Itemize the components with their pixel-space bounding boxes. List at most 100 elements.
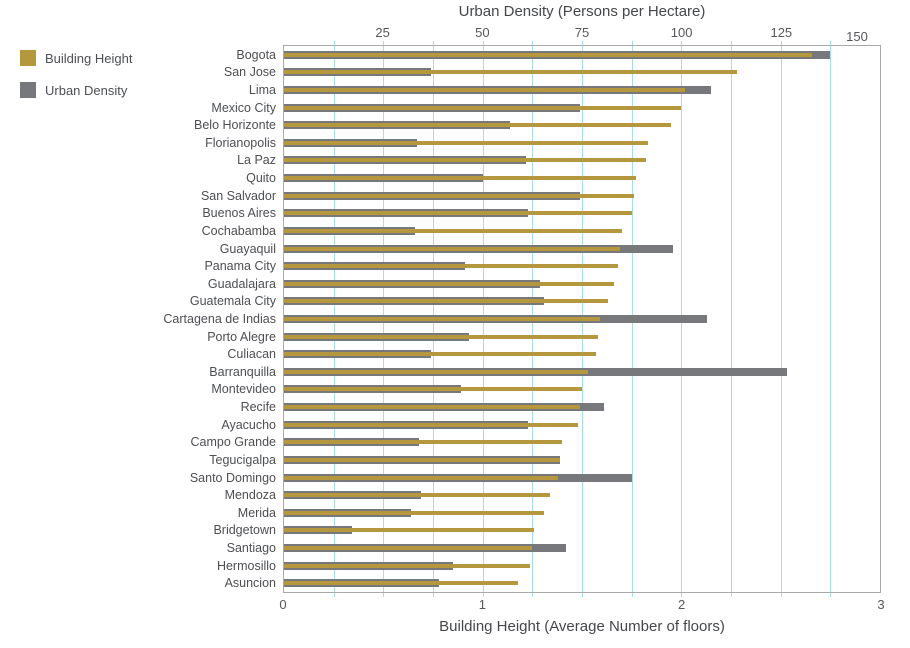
top-axis-tick-labels: 25 50 75 100 125 150 — [283, 25, 881, 44]
top-axis-tick-label: 75 — [574, 25, 590, 40]
building-height-bar — [284, 334, 598, 339]
city-label: Panama City — [204, 259, 276, 274]
bar-row: Campo Grande — [191, 433, 880, 451]
bar-row: Mendoza — [225, 486, 880, 504]
city-label: Bogota — [236, 47, 276, 62]
top-tick-mark — [731, 41, 732, 45]
bar-row: Porto Alegre — [207, 328, 880, 346]
city-label: Belo Horizonte — [194, 118, 276, 133]
building-height-bar — [284, 228, 622, 233]
bar-row: Merida — [238, 504, 880, 522]
bottom-axis-tick-labels: 0 1 2 3 — [279, 597, 885, 613]
top-axis-tick-label: 150 — [846, 29, 868, 44]
bottom-axis-tick-label: 1 — [478, 597, 486, 612]
city-label: Guayaquil — [219, 241, 276, 256]
city-label: Santo Domingo — [189, 470, 276, 485]
bottom-tick-mark — [482, 593, 484, 597]
building-height-bar — [284, 264, 618, 269]
building-height-bar — [284, 440, 563, 445]
bottom-tick-mark — [532, 593, 534, 597]
building-height-bar — [284, 158, 646, 163]
city-label: Florianopolis — [205, 135, 276, 150]
city-label: Lima — [248, 83, 276, 98]
gridline — [731, 46, 732, 592]
bar-row: Panama City — [204, 257, 880, 275]
city-label: Ayacucho — [221, 417, 276, 432]
bar-row: Santo Domingo — [190, 469, 880, 487]
city-label: Mendoza — [224, 488, 276, 503]
bar-row: La Paz — [237, 152, 880, 170]
building-height-bar — [284, 545, 533, 550]
bar-row: Asuncion — [225, 574, 880, 592]
city-label: Mexico City — [211, 100, 276, 115]
building-height-bar — [284, 475, 559, 480]
legend-label-urban-density: Urban Density — [45, 82, 128, 98]
building-height-bar — [284, 387, 582, 392]
building-height-bar — [284, 352, 596, 357]
bar-row: San Jose — [224, 64, 880, 82]
building-height-bar — [284, 316, 600, 321]
building-height-bar — [284, 405, 580, 410]
building-height-bar — [284, 211, 632, 216]
building-height-bar — [284, 70, 737, 75]
bottom-tick-mark — [582, 593, 583, 597]
building-height-bar — [284, 581, 519, 586]
top-axis-tick-label: 100 — [670, 25, 693, 40]
building-height-bar — [284, 369, 588, 374]
building-height-swatch — [20, 50, 36, 66]
building-height-bar — [284, 52, 813, 57]
gridline — [830, 46, 832, 592]
city-label: Guatemala City — [189, 294, 276, 309]
city-label: San Jose — [223, 65, 276, 80]
top-axis-tick-label: 125 — [770, 25, 793, 40]
bottom-tick-mark — [631, 593, 633, 597]
city-label: Cartagena de Indias — [163, 311, 276, 326]
bottom-tick-mark — [780, 593, 782, 597]
legend-label-building-height: Building Height — [45, 50, 133, 66]
city-label: Merida — [237, 505, 276, 520]
legend-item-urban-density: Urban Density — [20, 82, 132, 98]
bottom-tick-mark — [333, 593, 335, 597]
bar-row: Hermosillo — [217, 557, 880, 575]
top-tick-mark — [482, 41, 484, 45]
top-tick-mark — [433, 41, 434, 45]
city-label: Culiacan — [227, 347, 276, 362]
bar-row: Guatemala City — [190, 293, 880, 311]
bar-row: Cochabamba — [202, 222, 880, 240]
city-label: Hermosillo — [216, 558, 276, 573]
top-tick-mark — [532, 41, 534, 45]
gridline — [780, 46, 782, 592]
top-tick-mark — [582, 41, 583, 45]
plot-area: Bogota San Jose Lima Mexico City Belo Horizo… — [163, 41, 881, 597]
bottom-axis-tick-label: 2 — [678, 597, 686, 612]
bar-row: Bogota — [236, 46, 880, 64]
top-tick-mark — [681, 41, 683, 45]
city-label: Barranquilla — [209, 364, 276, 379]
bar-row: Guayaquil — [220, 240, 880, 258]
building-height-bar — [284, 246, 620, 251]
bar-row: Guadalajara — [208, 275, 880, 293]
bar-row: San Salvador — [201, 187, 880, 205]
city-label: San Salvador — [200, 188, 276, 203]
bottom-tick-mark — [681, 593, 683, 597]
building-height-bar — [284, 105, 682, 110]
bar-row: Cartagena de Indias — [163, 310, 880, 328]
building-height-bar — [284, 510, 545, 515]
building-height-bar — [284, 88, 686, 93]
legend: Building Height Urban Density — [20, 50, 132, 98]
bar-row: Buenos Aires — [202, 205, 880, 223]
building-height-bar — [284, 422, 579, 427]
building-height-bar — [284, 493, 551, 498]
city-label: Quito — [246, 171, 276, 186]
bar-row: Bridgetown — [213, 522, 880, 540]
top-axis-tick-label: 25 — [375, 25, 390, 40]
city-label: Guadalajara — [207, 276, 276, 291]
top-tick-mark — [631, 41, 633, 45]
bottom-axis-tick-label: 3 — [877, 597, 885, 612]
bar-row: Florianopolis — [205, 134, 880, 152]
bar-row: Santiago — [227, 539, 880, 557]
bar-row: Culiacan — [227, 345, 880, 363]
city-label: Santiago — [226, 540, 276, 555]
city-label: Montevideo — [211, 382, 276, 397]
bottom-tick-mark — [731, 593, 732, 597]
